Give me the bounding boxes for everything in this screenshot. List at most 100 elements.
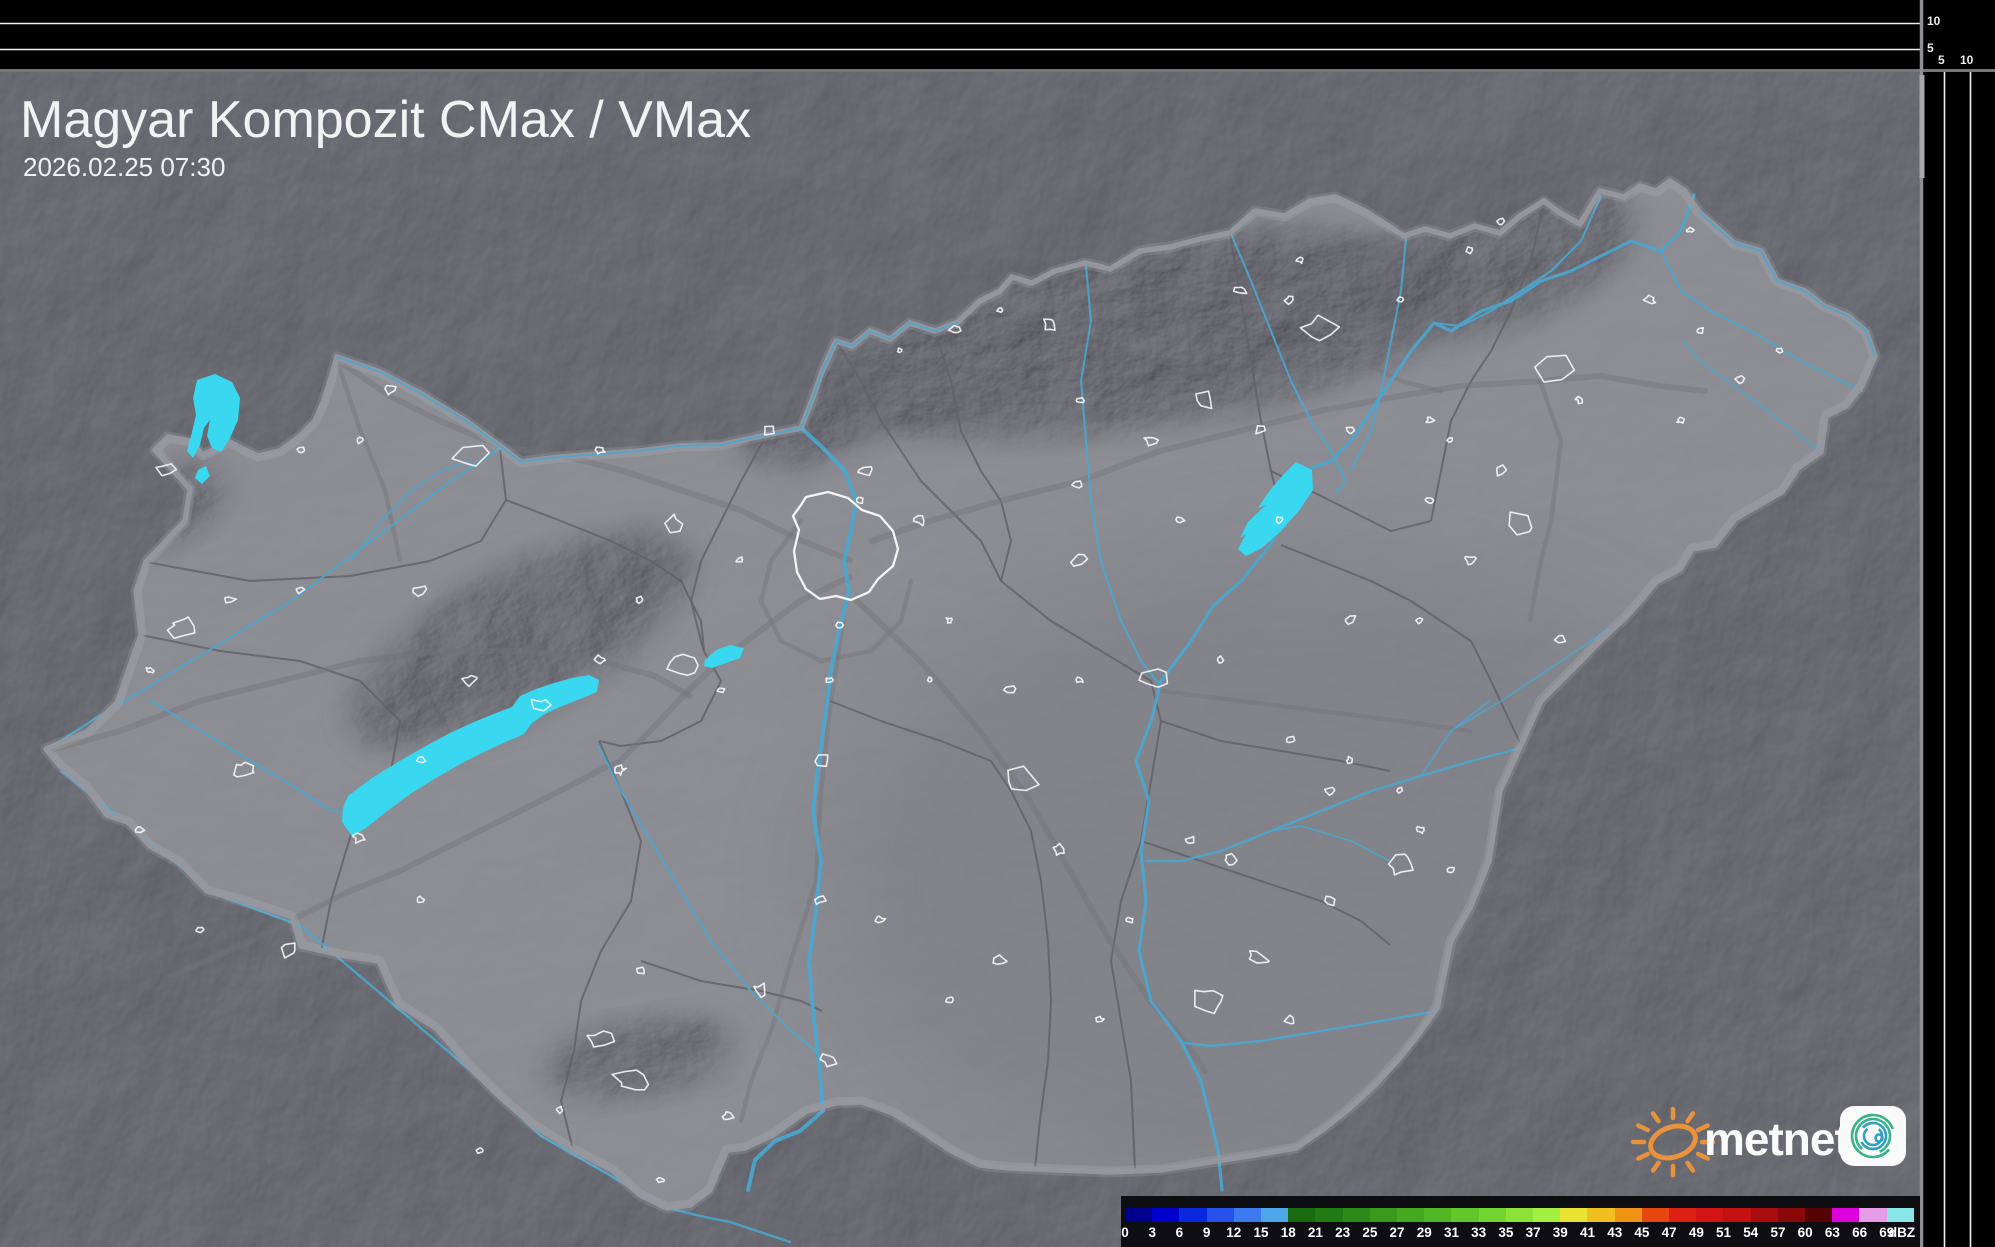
city-outline [134,825,146,834]
legend-color-block [1669,1208,1697,1222]
city-outline [1642,294,1657,305]
city-outline [1216,655,1225,664]
city-outline [1184,835,1195,845]
city-outline [912,514,925,527]
legend-color-block [1342,1208,1370,1222]
legend-tick-label: 47 [1661,1225,1677,1240]
city-outline [1387,853,1414,876]
city-outline [655,1177,666,1184]
city-outline [1255,425,1266,435]
legend-tick-label: 57 [1770,1225,1786,1240]
city-outline [666,653,699,676]
city-outline [1553,634,1567,644]
legend-tick-label: 37 [1525,1225,1541,1240]
city-outline [1069,553,1089,567]
city-outline [295,586,306,595]
city-outline [763,425,775,436]
city-outline [1775,347,1784,354]
legend-tick-label: 6 [1175,1225,1184,1240]
city-outline [475,1147,484,1155]
legend-tick-label: 21 [1307,1225,1323,1240]
city-outline [461,674,478,688]
city-outline [1275,516,1284,525]
legend-color-block [1777,1208,1806,1222]
city-outline [1415,825,1425,835]
legend-tick-label: 0 [1121,1225,1129,1240]
city-outline [145,666,155,674]
city-outlines [134,217,1784,1184]
page-title: Magyar Kompozit CMax / VMax [20,91,752,149]
city-outline [1534,354,1576,383]
city-outline [356,436,364,445]
city-outline [1194,989,1224,1015]
city-outline [825,677,835,684]
legend-tick-label: 29 [1416,1225,1432,1240]
city-outline [1396,296,1405,303]
dbz-color-bar [1125,1208,1914,1222]
county-borders [140,200,1545,1171]
city-outline [1446,437,1453,443]
legend-tick-label: 3 [1148,1225,1156,1240]
legend-color-block [1397,1208,1425,1222]
city-outline [412,585,428,598]
city-outline [945,616,953,624]
legend-tick-label: 45 [1634,1225,1650,1240]
legend-color-block [1859,1208,1887,1222]
city-outline [166,616,196,640]
city-outline [664,513,684,534]
city-outline [1285,735,1296,744]
legend-tick-label: 18 [1280,1225,1296,1240]
lake [1238,462,1313,556]
city-outline [1248,950,1270,964]
legend-color-block [1478,1208,1506,1222]
legend-color-block [1233,1208,1262,1222]
city-outline [1324,786,1336,796]
logo-text: metnet [1704,1113,1850,1165]
city-outline [926,676,933,683]
city-outline [233,761,255,778]
city-outline [1574,395,1584,405]
right-projection-panel [1921,0,1995,1247]
legend-tick-label: 69 [1879,1225,1895,1240]
legend-tick-label: 12 [1226,1225,1242,1240]
city-outline [1685,226,1695,233]
city-outline [1283,1014,1295,1025]
spiral-icon [1850,1113,1896,1159]
city-outline [1396,786,1404,794]
legend-color-block [1261,1208,1289,1222]
legend-color-block [1587,1208,1615,1222]
legend-color-block [1369,1208,1398,1222]
legend-tick-label: 27 [1389,1225,1405,1240]
legend-color-block [1315,1208,1343,1222]
city-outline [594,446,606,455]
sun-icon [1630,1106,1716,1178]
city-outline [155,463,178,477]
city-outline [1007,765,1040,792]
legend-color-block [1805,1208,1833,1222]
city-outline [1295,256,1304,265]
city-outline [635,595,644,605]
legend-tick-label: 39 [1552,1225,1568,1240]
city-outline [1425,416,1436,424]
city-outline [1345,755,1354,764]
city-outline [1415,617,1424,625]
city-outline [874,915,887,924]
city-outline [947,324,962,334]
legend-color-block [1505,1208,1534,1222]
legend-tick-label: 23 [1335,1225,1351,1240]
legend-color-block [1288,1208,1316,1222]
city-outline [1508,511,1533,536]
city-outline [223,596,238,604]
city-outline [614,764,628,776]
roads [45,328,1708,1124]
legend-color-block [1832,1208,1860,1222]
right-panel-height-label-5: 5 [1938,53,1945,67]
city-outline [992,954,1008,965]
legend-color-block [1886,1208,1914,1222]
legend-tick-label: 60 [1797,1225,1813,1240]
legend-tick-label: 9 [1202,1225,1211,1240]
legend-color-block [1152,1208,1180,1222]
city-outline [351,832,366,844]
city-outline [586,1030,616,1048]
legend-color-block [1424,1208,1452,1222]
